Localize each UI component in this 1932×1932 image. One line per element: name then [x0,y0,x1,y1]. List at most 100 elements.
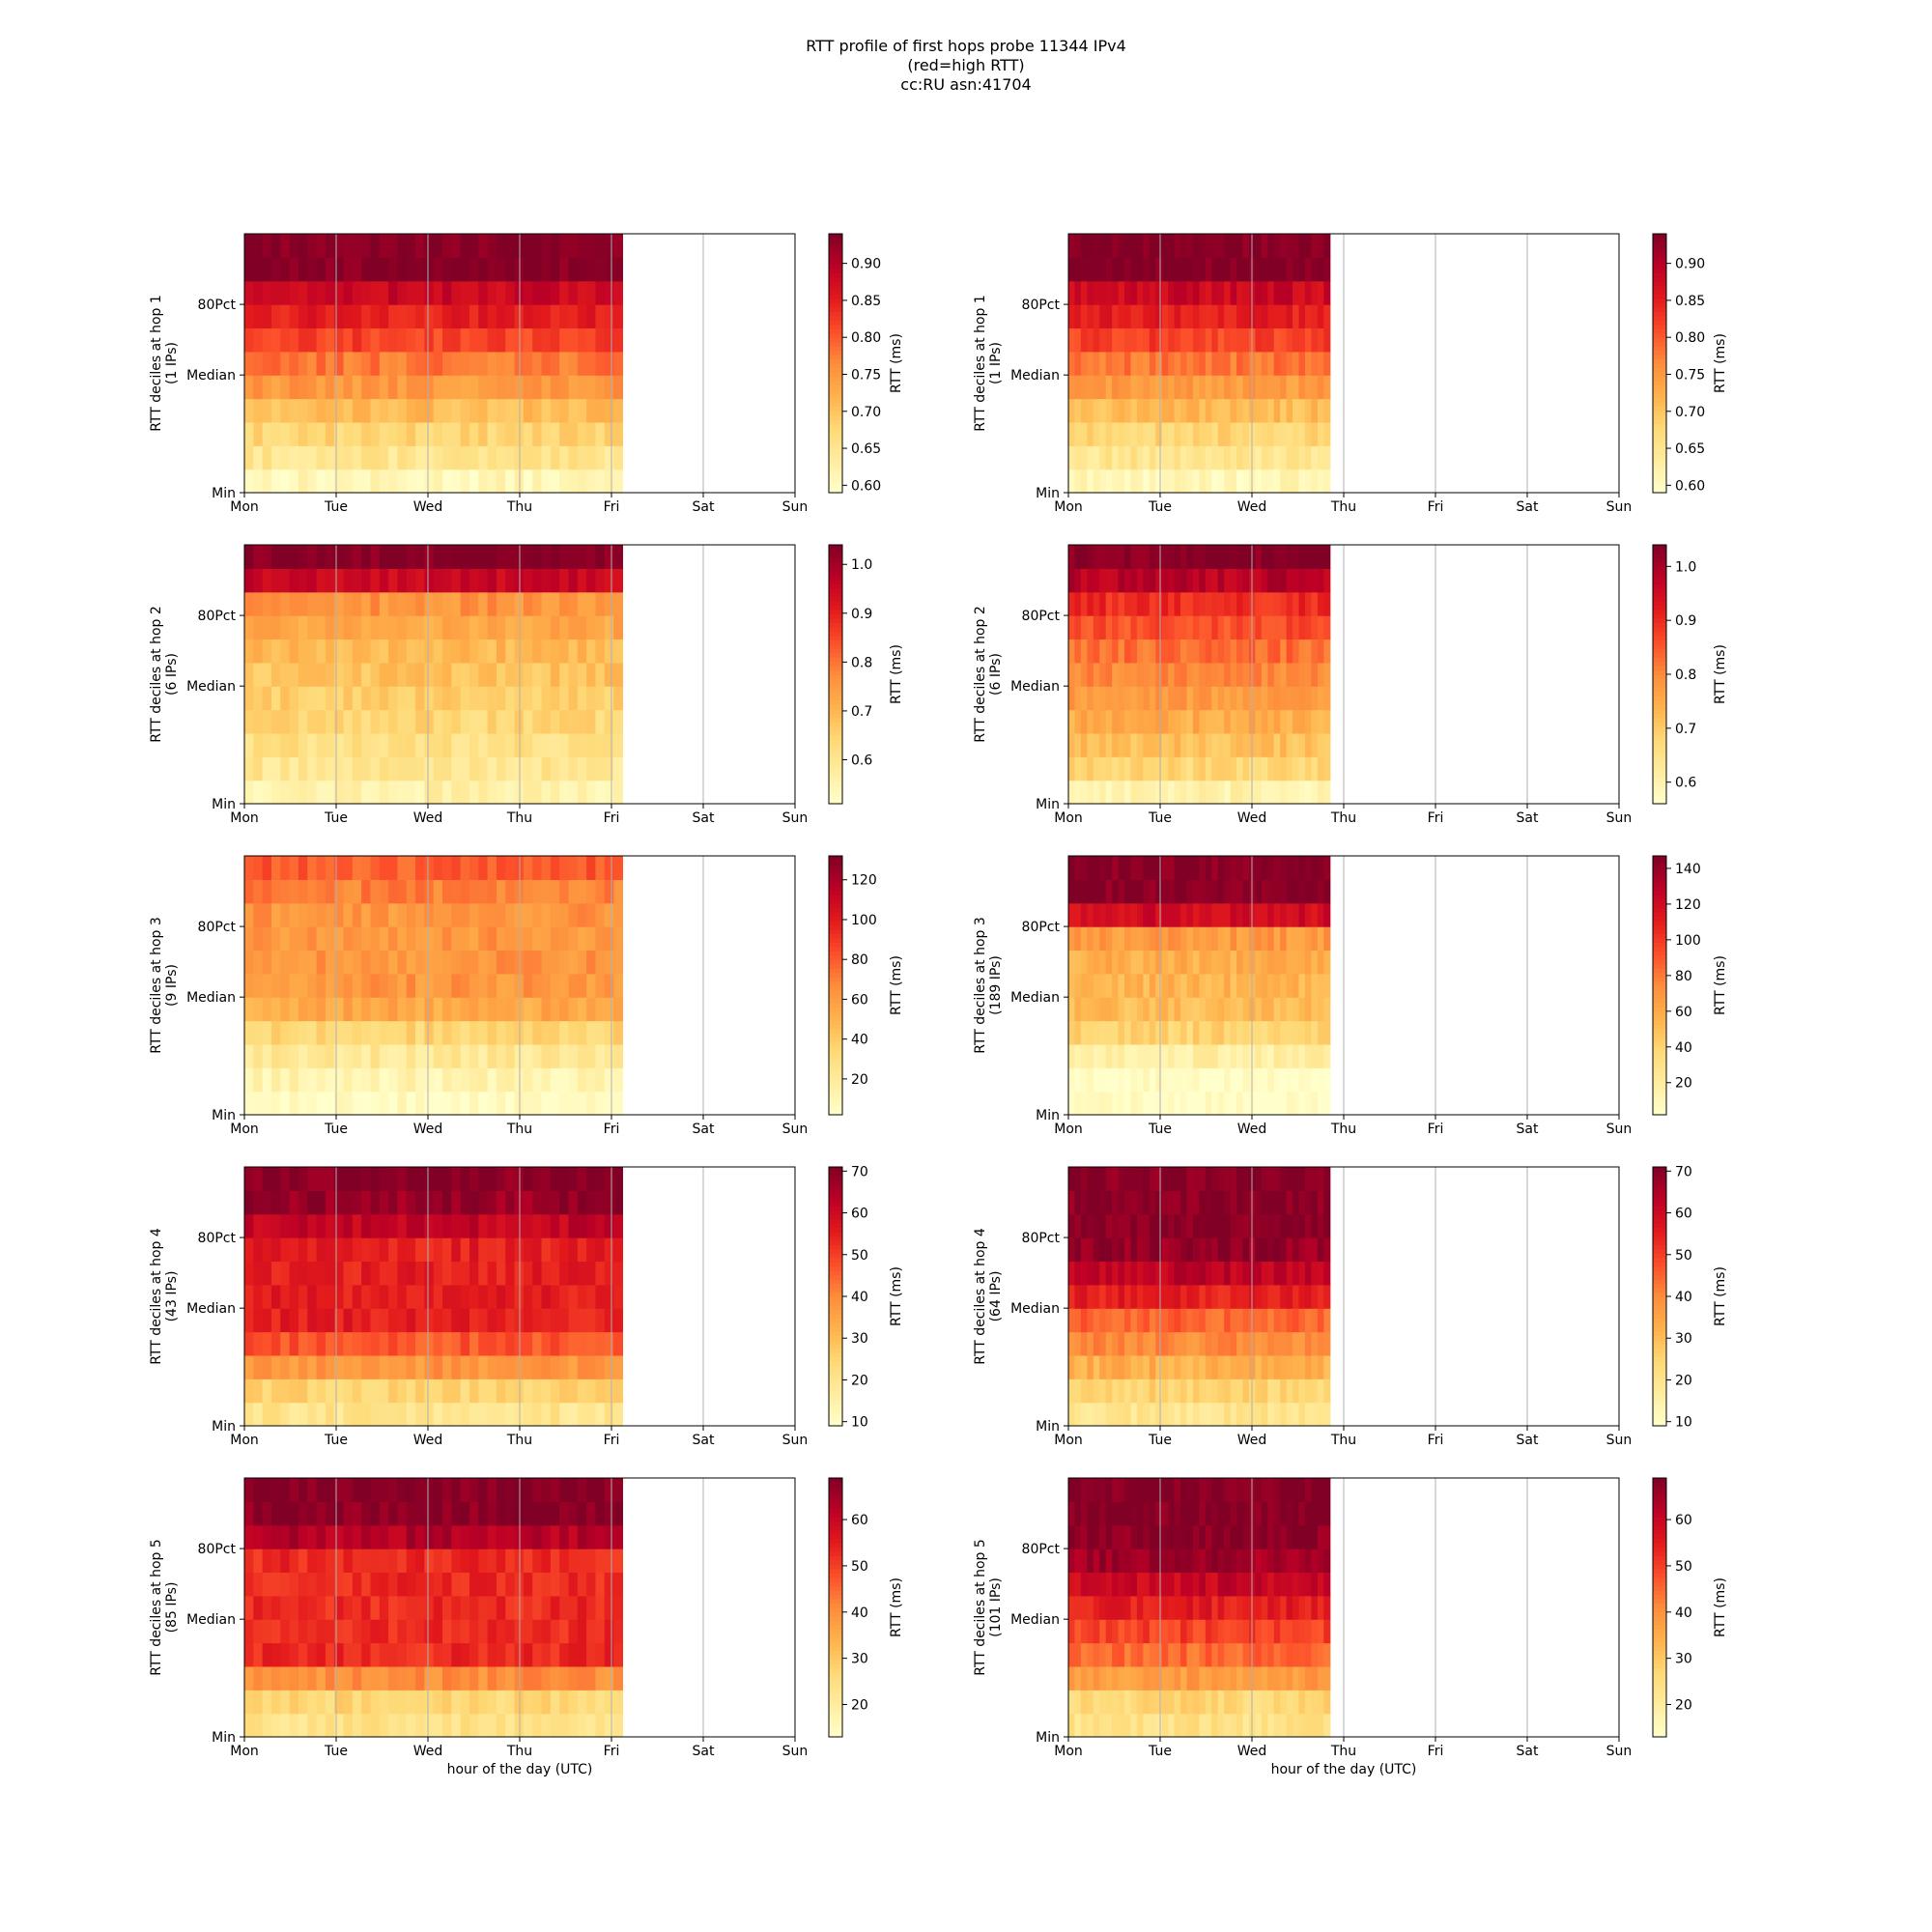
hop4-left-colorbar-segment [829,1391,842,1397]
hop3-left-cell [361,1043,372,1068]
hop3-left-xtick-label: Sun [782,1122,809,1137]
hop3-left-cell [334,997,345,1022]
hop3-left-colorbar-segment [829,1045,842,1051]
hop1-left-cell [541,351,552,376]
hop2-left-cell [289,780,299,805]
hop1-right-cell [1149,257,1156,282]
hop1-right-cell [1286,304,1293,329]
hop3-right-cell [1242,1043,1250,1068]
hop2-right-cell [1255,780,1263,805]
hop1-left-cell [595,469,606,494]
hop2-right-cell [1093,732,1100,757]
hop1-left-cell [289,421,299,446]
hop3-left-cell [352,1020,362,1045]
hop5-left-cell [397,1665,408,1690]
hop2-right-cell [1093,545,1100,569]
hop2-right-colorbar-segment [1653,648,1666,654]
hop4-left-cell [388,1308,399,1333]
hop4-right-cell [1068,1237,1076,1263]
hop4-left-cell [505,1354,516,1379]
hop4-right-cell [1230,1284,1237,1309]
hop1-right-cell [1261,234,1268,258]
hop1-right-cell [1205,304,1212,329]
hop2-right-cell [1168,639,1176,664]
hop3-right-cell [1074,1067,1082,1093]
hop2-right-cell [1099,545,1107,569]
hop2-left-colorbar-segment [829,704,842,710]
hop2-left-cell [253,615,264,640]
hop4-right-cell [1230,1378,1237,1404]
hop4-left-cell [253,1284,264,1309]
hop5-left-cell [316,1642,327,1667]
hop3-right-cell [1136,1091,1144,1116]
hop1-right-cell [1311,351,1319,376]
hop2-left-cell [262,756,272,781]
hop4-left-cell [352,1167,362,1191]
hop2-left-cell [262,615,272,640]
hop1-right-cell [1211,445,1219,470]
hop3-left-cell [379,1067,389,1093]
hop2-right-cell [1280,591,1288,616]
hop3-right-cell [1267,973,1275,998]
hop1-left-cell [442,469,452,494]
hop3-left-cell [541,1043,552,1068]
hop1-left-cell [397,280,408,305]
hop1-right-cell [1192,351,1200,376]
hop3-left-cell [244,1091,254,1116]
hop3-left-colorbar-segment [829,937,842,943]
hop2-left-cell [613,780,623,805]
hop1-left-cell [424,257,435,282]
hop4-left-cell [280,1378,291,1404]
hop1-right-cell [1298,421,1306,446]
hop2-left-cell [270,732,281,757]
hop3-left-cell [541,1091,552,1116]
hop3-right-cell [1317,856,1324,880]
hop1-left-cell [451,398,462,423]
hop5-left-cell [388,1548,399,1574]
hop2-right-colorbar-segment [1653,643,1666,649]
hop1-left-colorbar-segment [829,363,842,369]
hop1-right-colorbar-segment [1653,475,1666,481]
hop1-left-colorbar-segment [829,242,842,247]
hop5-left-cell [595,1548,606,1574]
hop4-left-cell [550,1190,560,1215]
hop1-left-cell [406,445,416,470]
hop3-right-cell [1211,1091,1219,1116]
hop4-left-cell [487,1167,497,1191]
hop2-left-cell [478,780,489,805]
hop1-left-cell [478,327,489,353]
hop1-left-cell [532,351,543,376]
hop4-right-cell [1323,1378,1331,1404]
hop2-right-cell [1080,686,1088,711]
hop3-right-cell [1217,950,1225,975]
hop2-right-cell [1293,756,1300,781]
hop2-right-cell [1211,639,1219,664]
hop1-left-xtick-label: Wed [413,499,443,515]
hop2-left-cell [469,686,479,711]
hop3-left-cell [352,879,362,904]
hop1-left-cell [370,445,381,470]
hop4-right-colorbar-segment [1653,1386,1666,1392]
hop4-right-cell [1080,1284,1088,1309]
hop3-right-cell [1323,926,1331,952]
hop2-left-colorbar-segment [829,755,842,761]
hop2-left-cell [595,662,606,687]
hop4-left-cell [433,1354,443,1379]
hop1-left-cell [352,351,362,376]
hop1-right-colorbar-frame [1652,233,1667,494]
hop2-right-cell [1068,780,1076,805]
hop1-right-cell [1267,280,1275,305]
hop1-right-cell [1323,327,1331,353]
hop1-left-cell [244,327,254,353]
hop2-left-colorbar-segment [829,617,842,623]
hop2-left-cell [415,686,425,711]
hop3-left-cell [244,950,254,975]
hop2-left-colorbar-segment [829,786,842,792]
hop2-left-cell [406,732,416,757]
hop3-left-cell [388,856,399,880]
hop1-right-cell [1118,375,1125,400]
hop1-right-cell [1199,469,1207,494]
hop1-left-cell [460,421,470,446]
hop2-right-cell [1068,756,1076,781]
hop5-left-cell [460,1478,470,1502]
